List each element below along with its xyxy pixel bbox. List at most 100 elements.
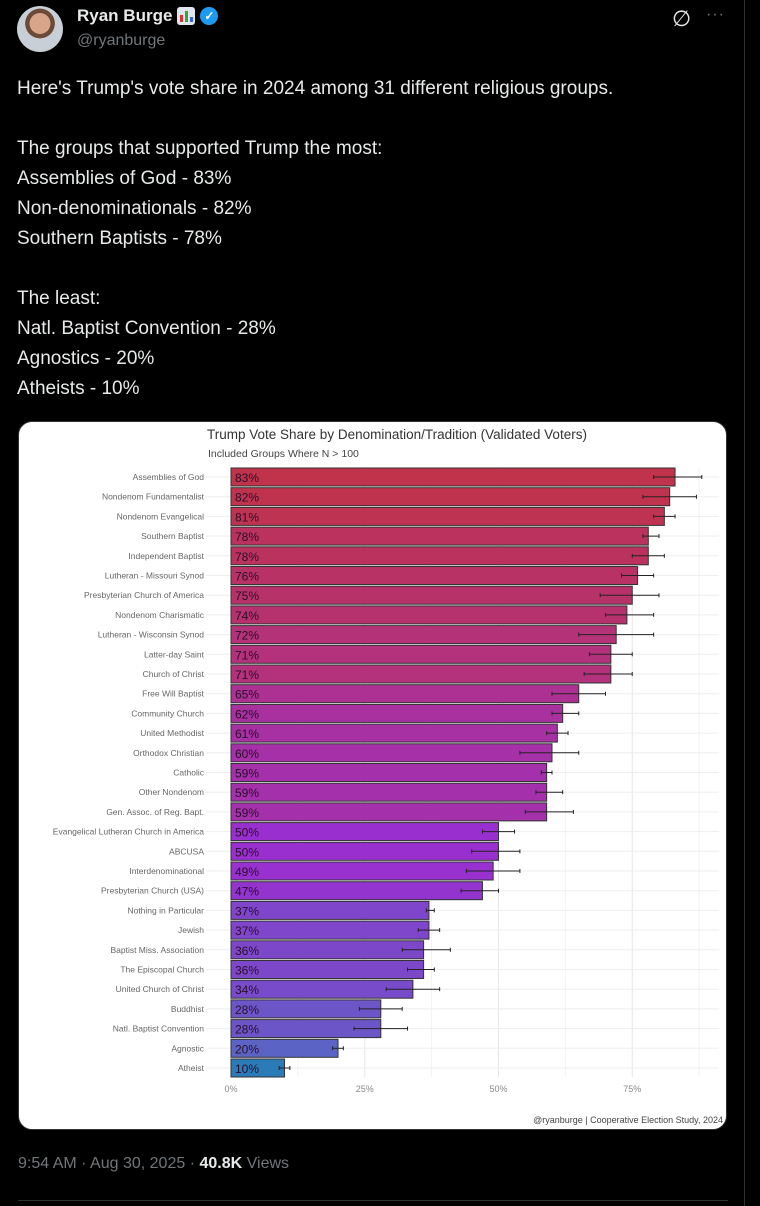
- category-label: United Methodist: [140, 728, 204, 738]
- tweet-time[interactable]: 9:54 AM: [18, 1155, 77, 1172]
- x-tick-label: 75%: [623, 1084, 641, 1094]
- bar: [230, 664, 612, 684]
- tweet-line: The least:: [17, 288, 101, 309]
- verified-badge-icon: ✓: [200, 7, 219, 25]
- tweet-line: The groups that supported Trump the most…: [17, 138, 383, 159]
- bar-value-label: 47%: [235, 885, 259, 899]
- bar-value-label: 82%: [235, 491, 259, 505]
- bar-value-label: 37%: [235, 924, 259, 938]
- more-options-icon[interactable]: ···: [706, 6, 725, 23]
- separator: ·: [81, 1155, 87, 1172]
- bar-value-label: 59%: [235, 786, 259, 800]
- tweet-line: Assemblies of God - 83%: [17, 168, 232, 189]
- bar: [230, 822, 499, 842]
- category-label: ABCUSA: [169, 846, 204, 856]
- bar: [230, 743, 553, 763]
- tweet-line: Here's Trump's vote share in 2024 among …: [17, 78, 614, 99]
- category-label: Nondenom Evangelical: [117, 511, 205, 521]
- category-label: Gen. Assoc. of Reg. Bapt.: [106, 807, 204, 817]
- bar: [230, 723, 558, 743]
- tweet-line: Agnostics - 20%: [17, 348, 155, 369]
- bar-value-label: 49%: [235, 865, 259, 879]
- bar: [230, 782, 548, 802]
- bar-value-label: 37%: [235, 904, 259, 918]
- bar: [230, 940, 425, 960]
- bar: [230, 703, 564, 723]
- tweet-date[interactable]: Aug 30, 2025: [90, 1155, 186, 1172]
- chart-image[interactable]: Trump Vote Share by Denomination/Traditi…: [18, 421, 727, 1130]
- bar-value-label: 59%: [235, 767, 259, 781]
- bar-value-label: 59%: [235, 806, 259, 820]
- bar: [230, 802, 548, 822]
- bar-value-label: 65%: [235, 688, 259, 702]
- x-tick-label: 0%: [224, 1084, 237, 1094]
- category-label: Catholic: [173, 768, 204, 778]
- bar-value-label: 71%: [235, 668, 259, 682]
- author-name-row: Ryan Burge ✓: [77, 6, 219, 26]
- category-label: Independent Baptist: [128, 551, 204, 561]
- category-label: Baptist Miss. Association: [110, 945, 204, 955]
- bar-value-label: 78%: [235, 530, 259, 544]
- bar: [230, 467, 676, 487]
- chart-subtitle: Included Groups Where N > 100: [208, 448, 359, 460]
- bar-value-label: 76%: [235, 570, 259, 584]
- bar: [230, 526, 649, 546]
- bar-value-label: 78%: [235, 550, 259, 564]
- separator: ·: [189, 1155, 196, 1172]
- tweet-line: Natl. Baptist Convention - 28%: [17, 318, 276, 339]
- chart-caption: @ryanburge | Cooperative Election Study,…: [533, 1115, 723, 1125]
- bar-value-label: 50%: [235, 845, 259, 859]
- tweet-meta: 9:54 AM · Aug 30, 2025 · 40.8K Views: [18, 1155, 289, 1173]
- author-name[interactable]: Ryan Burge: [77, 6, 173, 25]
- bar-value-label: 28%: [235, 1023, 259, 1037]
- bar: [230, 684, 580, 704]
- bar-chart-emoji-icon: [177, 7, 196, 25]
- bar: [230, 506, 665, 526]
- avatar[interactable]: [17, 6, 63, 52]
- category-label: Presbyterian Church of America: [84, 590, 204, 600]
- bar-value-label: 60%: [235, 747, 259, 761]
- bar-value-label: 36%: [235, 964, 259, 978]
- tweet-line: Atheists - 10%: [17, 378, 140, 399]
- x-tick-label: 25%: [356, 1084, 374, 1094]
- category-label: Assemblies of God: [133, 472, 205, 482]
- bar-value-label: 75%: [235, 589, 259, 603]
- bar: [230, 546, 649, 566]
- category-label: Southern Baptist: [141, 531, 204, 541]
- category-label: Free Will Baptist: [142, 689, 205, 699]
- category-label: Church of Christ: [143, 669, 205, 679]
- category-label: Atheist: [178, 1063, 205, 1073]
- category-label: Latter-day Saint: [144, 649, 205, 659]
- category-label: Interdenominational: [129, 866, 204, 876]
- bar: [230, 841, 499, 861]
- bar-value-label: 81%: [235, 510, 259, 524]
- bar: [230, 605, 628, 625]
- tweet-blank-line: [17, 254, 613, 284]
- bar: [230, 585, 633, 605]
- bar-value-label: 61%: [235, 727, 259, 741]
- category-label: United Church of Christ: [116, 984, 205, 994]
- views-label: Views: [246, 1155, 290, 1172]
- author-handle[interactable]: @ryanburge: [77, 32, 166, 49]
- bar: [230, 644, 612, 664]
- bar-value-label: 28%: [235, 1003, 259, 1017]
- bar: [230, 861, 494, 881]
- category-label: Other Nondenom: [139, 787, 204, 797]
- bar-value-label: 83%: [235, 471, 259, 485]
- category-label: Agnostic: [171, 1043, 204, 1053]
- tweet-line: Non-denominationals - 82%: [17, 198, 252, 219]
- category-label: Evangelical Lutheran Church in America: [53, 827, 204, 837]
- category-label: Buddhist: [171, 1004, 205, 1014]
- category-label: Nothing in Particular: [127, 905, 204, 915]
- bar-chart: Trump Vote Share by Denomination/Traditi…: [53, 427, 723, 1125]
- grok-icon[interactable]: ∅: [672, 6, 692, 31]
- bar: [230, 566, 639, 585]
- bar: [230, 763, 548, 782]
- bar: [230, 881, 483, 901]
- category-label: Nondenom Charismatic: [115, 610, 205, 620]
- bar-value-label: 36%: [235, 944, 259, 958]
- tweet-line: Southern Baptists - 78%: [17, 228, 222, 249]
- tweet-blank-line: [17, 104, 613, 134]
- bar-value-label: 10%: [235, 1062, 259, 1076]
- category-label: Jewish: [178, 925, 204, 935]
